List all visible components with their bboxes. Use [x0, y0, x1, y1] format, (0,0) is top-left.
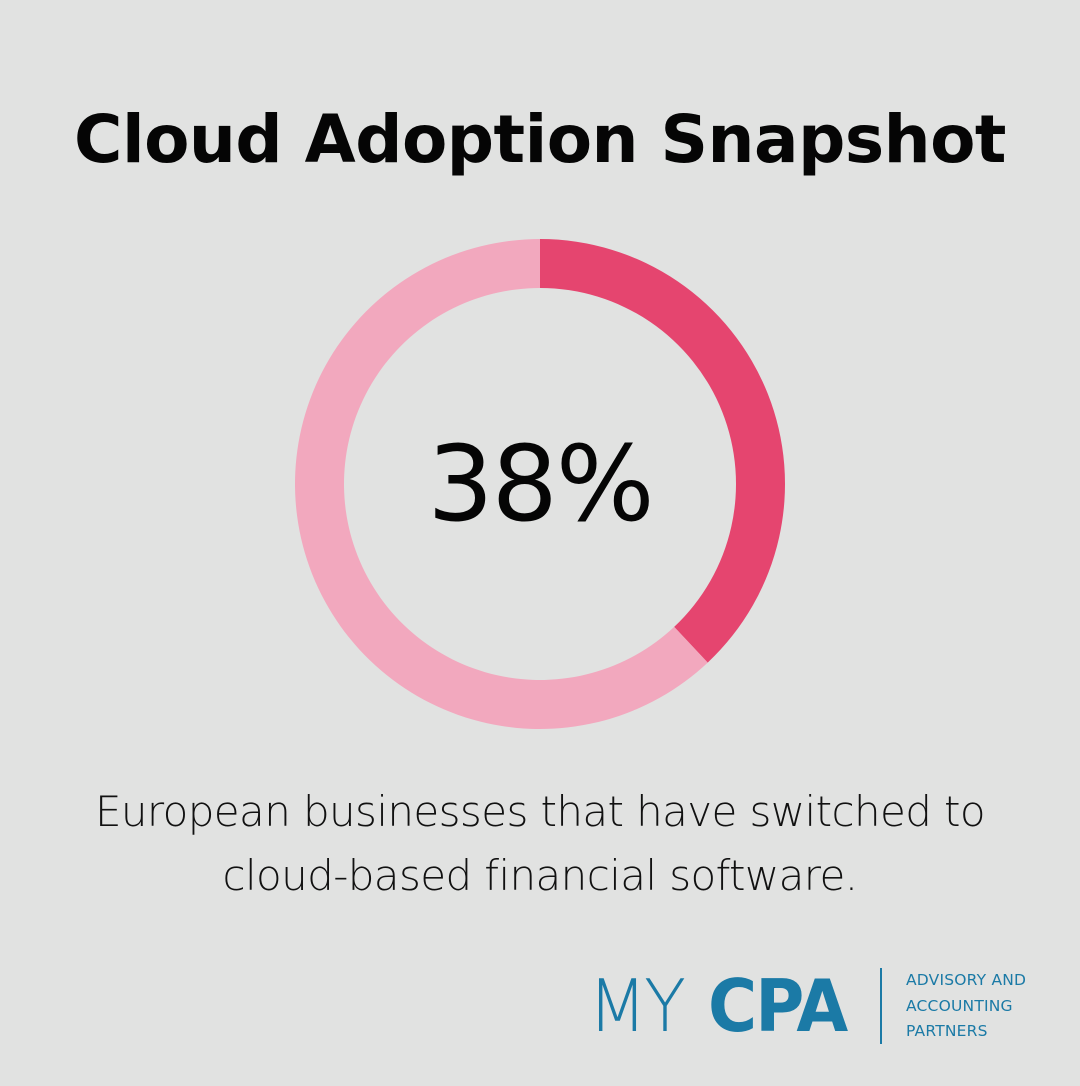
logo-tagline-line-2: ACCOUNTING — [906, 996, 1013, 1015]
logo-my-text: MY — [588, 964, 686, 1048]
donut-center-value: 38% — [427, 423, 654, 545]
caption-line-2: cloud-based financial software. — [222, 851, 858, 900]
logo-tagline: ADVISORY AND ACCOUNTING PARTNERS — [906, 968, 1026, 1045]
donut-chart-svg — [294, 239, 785, 729]
caption-line-1: European businesses that have switched t… — [94, 787, 986, 836]
donut-slice-remainder — [294, 239, 708, 729]
mycpa-logo: MY CPA ADVISORY AND ACCOUNTING PARTNERS — [588, 964, 1058, 1048]
donut-chart: 38% — [290, 234, 790, 734]
logo-tagline-line-1: ADVISORY AND — [906, 971, 1027, 989]
donut-slice-adopted — [540, 239, 785, 663]
logo-cpa-text: CPA — [708, 964, 848, 1048]
chart-caption: European businesses that have switched t… — [40, 780, 1040, 908]
page-title: Cloud Adoption Snapshot — [74, 101, 1006, 178]
logo-tagline-line-3: PARTNERS — [906, 1022, 988, 1040]
logo-divider — [880, 968, 882, 1044]
